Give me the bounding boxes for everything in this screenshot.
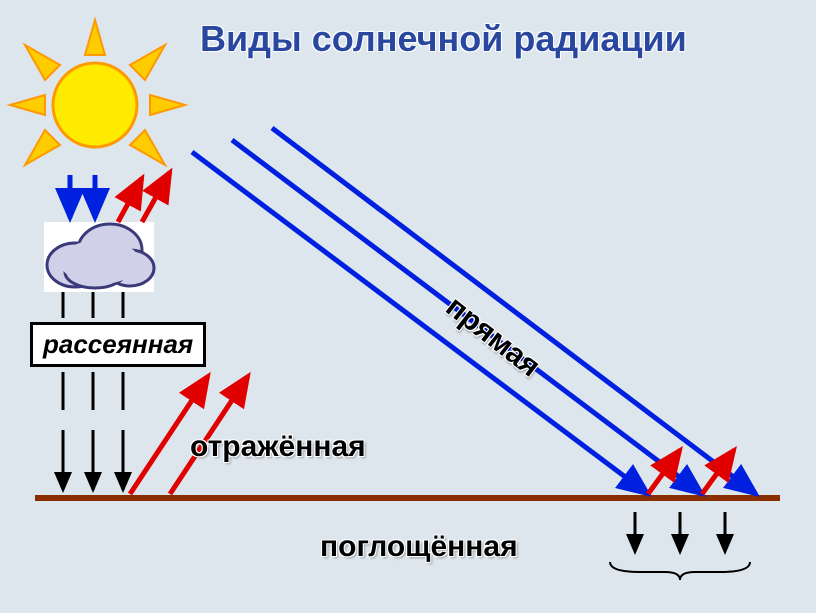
scattered-dashes-upper <box>63 292 123 318</box>
page-title: Виды солнечной радиации <box>200 18 687 60</box>
cloud-scatter-arrows <box>118 172 170 222</box>
absorbed-label: поглощённая <box>320 530 518 564</box>
scattered-label: рассеянная <box>30 322 206 367</box>
scattered-dashes-mid <box>63 372 123 410</box>
sun-to-cloud-arrows <box>70 175 95 218</box>
scattered-ground-arrows <box>63 430 123 490</box>
radiation-diagram <box>0 0 816 613</box>
absorbed-brace <box>610 562 750 580</box>
cloud-icon <box>44 222 154 292</box>
sun-icon <box>10 20 185 165</box>
absorbed-arrows <box>635 512 725 552</box>
reflected-label: отражённая <box>190 430 366 464</box>
